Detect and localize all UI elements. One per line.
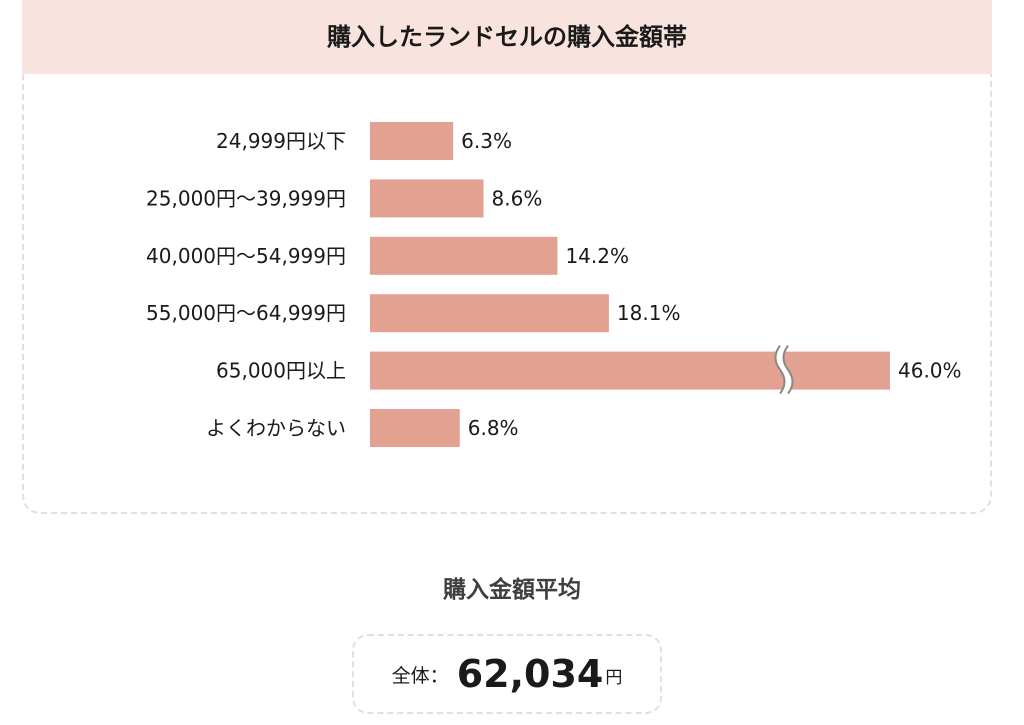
value-label: 46.0% <box>898 359 962 383</box>
category-label: 55,000円〜64,999円 <box>146 301 346 325</box>
axis-break-mark <box>774 345 794 396</box>
category-label: 40,000円〜54,999円 <box>146 244 346 268</box>
average-title: 購入金額平均 <box>443 577 581 603</box>
bar <box>370 236 558 275</box>
bar <box>370 122 454 160</box>
bar <box>370 409 460 447</box>
value-label: 8.6% <box>492 186 543 210</box>
bar <box>370 179 484 218</box>
category-label: よくわからない <box>206 416 346 440</box>
category-label: 24,999円以下 <box>216 129 346 153</box>
category-label: 65,000円以上 <box>216 359 346 383</box>
average-label: 全体： <box>391 664 449 687</box>
value-label: 18.1% <box>617 301 681 325</box>
average-value: 62,034 <box>456 652 604 696</box>
chart-header <box>22 0 992 74</box>
value-label: 14.2% <box>565 244 629 268</box>
bar <box>370 294 609 333</box>
bar-chart: 24,999円以下 6.3% 25,000円〜39,999円 8.6% 40,000円〜… <box>146 122 962 447</box>
bar <box>370 351 890 390</box>
value-label: 6.8% <box>468 416 519 440</box>
average-unit: 円 <box>605 668 623 688</box>
category-label: 25,000円〜39,999円 <box>146 186 346 210</box>
value-label: 6.3% <box>461 129 512 153</box>
average-box: 全体： 62,034 円 <box>352 634 662 714</box>
chart-title: 購入したランドセルの購入金額帯 <box>327 23 687 51</box>
